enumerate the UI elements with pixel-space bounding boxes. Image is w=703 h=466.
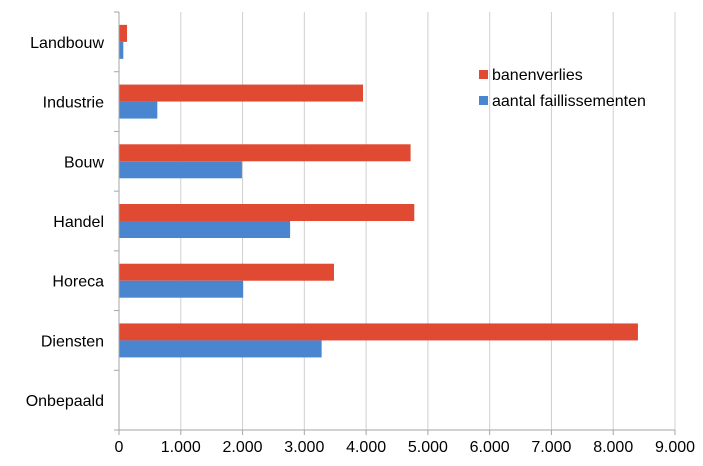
x-tick-label: 2.000 [223, 439, 263, 456]
axes: Landbouw Industrie Bouw Handel Horeca Dienste… [26, 11, 695, 456]
bar-faillissementen-handel [119, 221, 291, 238]
x-tick-label: 8.000 [593, 439, 633, 456]
category-label: Bouw [64, 154, 104, 171]
bars [119, 24, 638, 358]
category-label: Landbouw [30, 35, 104, 52]
bar-banenverlies-horeca [119, 263, 334, 281]
x-tick-label: 1.000 [161, 439, 201, 456]
bar-banenverlies-industrie [119, 84, 364, 102]
x-tick-label: 9.000 [655, 439, 695, 456]
x-tick-label: 6.000 [470, 439, 510, 456]
x-tick-label: 0 [115, 439, 124, 456]
bar-banenverlies-handel [119, 204, 415, 221]
bar-faillissementen-industrie [119, 101, 158, 119]
legend-swatch [479, 96, 488, 105]
x-tick-label: 5.000 [408, 439, 448, 456]
legend-label: banenverlies [492, 67, 583, 84]
x-tick-label: 7.000 [531, 439, 571, 456]
legend: banenverlies aantal faillissementen [479, 67, 646, 110]
bar-banenverlies-landbouw [119, 24, 128, 42]
bar-banenverlies-diensten [119, 323, 638, 341]
bar-banenverlies-bouw [119, 144, 411, 162]
category-label: Onbepaald [26, 393, 104, 410]
category-label: Industrie [43, 95, 104, 112]
x-tick-label: 4.000 [346, 439, 386, 456]
x-tick-label: 3.000 [284, 439, 324, 456]
bar-faillissementen-bouw [119, 161, 242, 179]
category-label: Handel [53, 214, 104, 231]
bar-faillissementen-landbouw [119, 41, 124, 59]
gridlines [180, 12, 676, 430]
legend-label: aantal faillissementen [492, 93, 646, 110]
category-label: Diensten [41, 333, 104, 350]
bar-faillissementen-diensten [119, 340, 322, 358]
bar-faillissementen-horeca [119, 280, 244, 298]
legend-swatch [479, 70, 488, 79]
category-label: Horeca [52, 274, 104, 291]
